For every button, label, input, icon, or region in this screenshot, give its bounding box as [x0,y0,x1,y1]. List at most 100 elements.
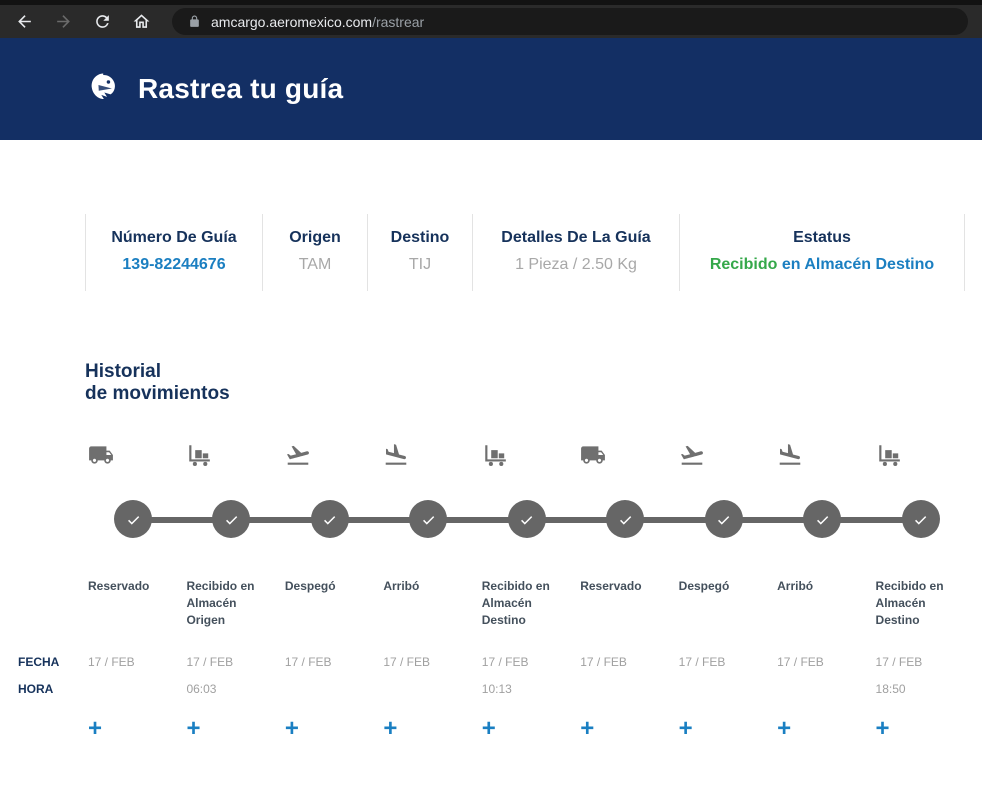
timeline-icons-row [0,442,982,472]
url-path: /rastrear [372,13,425,30]
step-label: Reservado [88,579,150,594]
summary-col-details: Detalles De La Guía 1 Pieza / 2.50 Kg [472,214,679,291]
expand-step-details-button[interactable]: + [88,715,103,743]
summary-col-destination: Destino TIJ [367,214,472,291]
step-label: Despegó [284,579,336,594]
expand-step-details-button[interactable]: + [875,715,890,743]
step-label: Reservado [580,579,642,594]
step-hora [759,682,857,708]
step-fecha: 17 / FEB [88,655,135,670]
step-label: Despegó [678,579,730,594]
expand-step-details-button[interactable]: + [284,715,299,743]
origin-label: Origen [289,229,341,246]
step-label-cell-1: Recibido en Almacén Origen [168,578,266,655]
step-label: Recibido en Almacén Destino [875,579,944,627]
step-fecha: 17 / FEB [777,655,824,670]
timeline-step-3 [365,500,463,540]
step-fecha: 17 / FEB [580,655,627,670]
step-expand-cell-5: + [562,717,660,741]
step-completed-check-icon [409,500,448,539]
step-fecha: 17 / FEB [875,655,923,670]
step-fecha: 17 / FEB [186,655,234,670]
status-green-text: Recibido [709,256,778,273]
step-completed-check-icon [507,500,546,539]
page-title: Rastrea tu guía [138,73,344,104]
step-hora [365,682,463,708]
truck-icon [562,442,660,473]
url-text: amcargo.aeromexico.com/rastrear [211,14,424,30]
shipment-summary: Número De Guía 139-82244676 Origen TAM D… [85,214,965,291]
expand-step-details-button[interactable]: + [186,715,201,743]
timeline-step-0 [70,500,168,540]
step-label-cell-2: Despegó [267,578,365,655]
forward-icon[interactable] [53,12,73,32]
step-completed-check-icon [310,500,349,539]
waybill-number-link[interactable]: 139-82244676 [122,256,226,273]
step-completed-check-icon [606,500,645,539]
expand-step-details-button[interactable]: + [481,715,496,743]
timeline-expand-row: + + + + + + + + + [0,717,982,741]
plane-landing-icon [365,442,463,473]
step-expand-cell-7: + [759,717,857,741]
details-value: 1 Pieza / 2.50 Kg [515,256,637,273]
home-icon[interactable] [131,12,151,32]
browser-toolbar: amcargo.aeromexico.com/rastrear [0,5,982,38]
step-label-cell-0: Reservado [70,578,168,655]
step-label-cell-4: Recibido en Almacén Destino [464,578,562,655]
timeline-step-7 [759,500,857,540]
step-expand-cell-1: + [168,717,266,741]
timeline-step-4 [464,500,562,540]
step-expand-cell-0: + [70,717,168,741]
cart-icon [168,442,266,473]
summary-col-status: Estatus Recibido en Almacén Destino [679,214,965,291]
step-completed-check-icon [901,500,940,539]
step-expand-cell-6: + [661,717,759,741]
cart-icon [464,442,562,473]
step-expand-cell-2: + [267,717,365,741]
step-label-cell-3: Arribó [365,578,463,655]
plane-takeoff-icon [267,442,365,473]
step-completed-check-icon [803,500,842,539]
step-hora [661,682,759,708]
step-label-cell-6: Despegó [661,578,759,655]
timeline-step-5 [562,500,660,540]
aeromexico-eagle-logo [91,73,115,99]
step-completed-check-icon [704,500,743,539]
step-hora: 18:50 [875,682,906,697]
step-fecha: 17 / FEB [284,655,332,670]
status-blue-text: en Almacén Destino [781,256,935,273]
expand-step-details-button[interactable]: + [777,715,792,743]
back-icon[interactable] [14,12,34,32]
history-title: Historial de movimientos [85,361,982,405]
site-header: Rastrea tu guía [0,38,982,140]
step-fecha: 17 / FEB [383,655,431,670]
address-bar[interactable]: amcargo.aeromexico.com/rastrear [172,8,968,35]
timeline-step-1 [168,500,266,540]
waybill-label: Número De Guía [111,229,237,246]
timeline-fecha-row: FECHA 17 / FEB 17 / FEB 17 / FEB 17 / FEB 17… [0,655,982,682]
step-expand-cell-8: + [858,717,956,741]
summary-col-waybill: Número De Guía 139-82244676 [85,214,262,291]
step-label-cell-8: Recibido en Almacén Destino [858,578,956,655]
destination-label: Destino [390,229,450,246]
truck-icon [70,442,168,473]
browser-tabstrip [0,0,982,5]
refresh-icon[interactable] [92,12,112,32]
step-hora: 06:03 [186,682,217,697]
origin-value: TAM [298,256,332,273]
timeline-step-6 [661,500,759,540]
cart-icon [858,442,956,473]
step-completed-check-icon [114,500,152,539]
expand-step-details-button[interactable]: + [580,715,595,743]
timeline-step-2 [267,500,365,540]
details-label: Detalles De La Guía [501,229,651,246]
timeline-progress-row [0,500,982,540]
expand-step-details-button[interactable]: + [383,715,398,743]
step-hora [70,682,168,708]
plane-landing-icon [759,442,857,473]
expand-step-details-button[interactable]: + [678,715,693,743]
movement-timeline: Reservado Recibido en Almacén Origen Despe… [0,442,982,741]
timeline-labels-row: Reservado Recibido en Almacén Origen Despe… [0,578,982,655]
hora-row-label: HORA [18,682,54,697]
timeline-hora-row: HORA 06:03 10:13 18:50 [0,682,982,708]
